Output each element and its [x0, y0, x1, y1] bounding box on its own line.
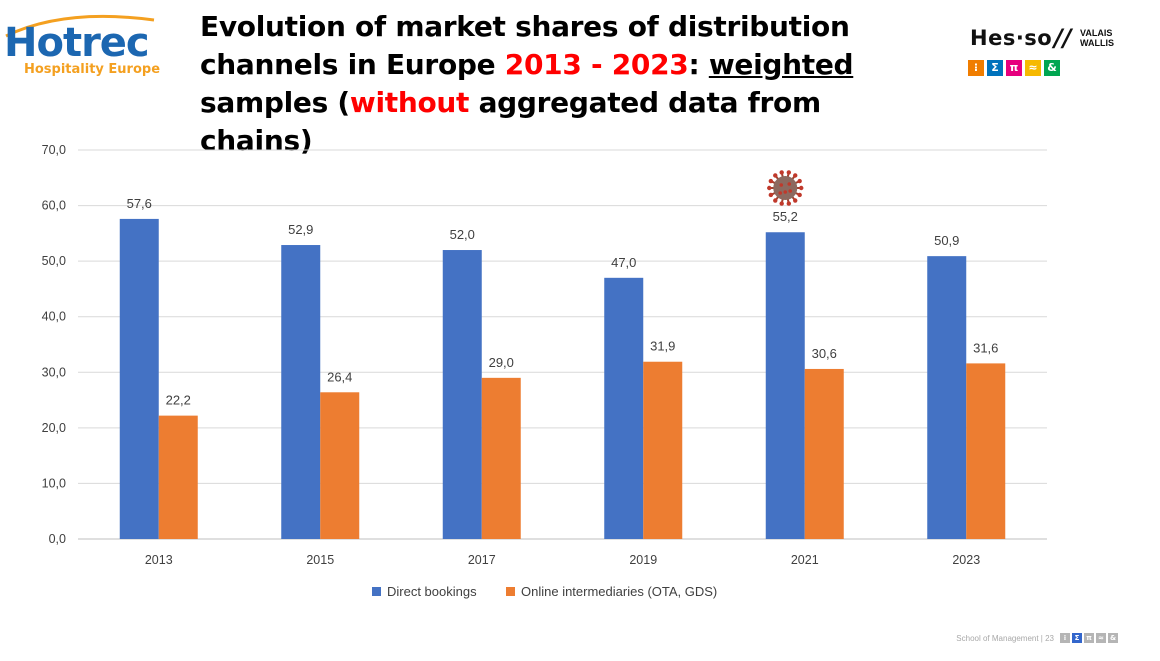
title-without: without	[349, 86, 470, 119]
footer-square-4: &	[1108, 633, 1118, 643]
title-weighted: weighted	[708, 48, 854, 81]
title-part-1: Evolution of market shares of distributi…	[200, 10, 850, 43]
data-label: 31,6	[973, 340, 998, 355]
bar-direct-bookings	[281, 245, 321, 539]
hotrec-tagline: Hospitality Europe	[24, 62, 161, 77]
title-years: 2013 - 2023	[504, 48, 689, 81]
data-label: 52,0	[450, 227, 475, 242]
bar-online-intermediaries	[804, 368, 844, 539]
data-label: 29,0	[489, 355, 514, 370]
title-part-8: aggregated data from chains)	[200, 86, 821, 157]
legend-label: Direct bookings	[387, 584, 477, 599]
legend-swatch	[506, 587, 515, 596]
bar-online-intermediaries	[320, 392, 360, 539]
data-label: 55,2	[773, 209, 798, 224]
hesso-square-3: ≈	[1025, 60, 1041, 76]
x-tick-label: 2017	[468, 553, 496, 567]
x-tick-label: 2023	[952, 553, 980, 567]
y-tick-label: 20,0	[42, 421, 66, 435]
data-label: 47,0	[611, 255, 636, 270]
hotrec-wordmark: Hotrec	[4, 20, 150, 66]
y-tick-label: 10,0	[42, 476, 66, 490]
title-part-6: samples (	[200, 86, 350, 119]
data-label: 30,6	[812, 346, 837, 361]
y-tick-label: 50,0	[42, 254, 66, 268]
bar-direct-bookings	[765, 232, 805, 539]
hotrec-swoosh-icon	[5, 14, 155, 38]
title-part-2: channels in Europe	[200, 48, 505, 81]
hesso-square-0: ⁝	[968, 60, 984, 76]
hesso-region-valais: VALAIS	[1080, 28, 1113, 38]
y-tick-label: 40,0	[42, 310, 66, 324]
footer-square-2: π	[1084, 633, 1094, 643]
bar-online-intermediaries	[966, 363, 1006, 539]
bar-direct-bookings	[927, 256, 967, 539]
hesso-slash-icon: //	[1054, 24, 1072, 52]
data-label: 31,9	[650, 339, 675, 354]
hesso-square-1: Σ	[987, 60, 1003, 76]
footer-square-0: ⁝	[1060, 633, 1070, 643]
data-label: 26,4	[327, 369, 352, 384]
hotrec-logo: Hotrec Hospitality Europe	[4, 6, 164, 86]
hesso-region-wallis: WALLIS	[1080, 38, 1114, 48]
hesso-wordmark: Hes·so	[970, 26, 1053, 50]
y-tick-label: 70,0	[42, 143, 66, 157]
x-tick-label: 2013	[145, 553, 173, 567]
bar-online-intermediaries	[643, 361, 683, 539]
bar-online-intermediaries	[481, 377, 521, 539]
legend-label: Online intermediaries (OTA, GDS)	[521, 584, 717, 599]
x-tick-label: 2021	[791, 553, 819, 567]
y-tick-label: 0,0	[49, 532, 66, 546]
data-label: 22,2	[166, 393, 191, 408]
bar-online-intermediaries	[158, 415, 198, 539]
data-label: 57,6	[127, 196, 152, 211]
y-tick-label: 30,0	[42, 365, 66, 379]
y-tick-label: 60,0	[42, 199, 66, 213]
bar-direct-bookings	[604, 277, 644, 539]
hesso-square-4: &	[1044, 60, 1060, 76]
hesso-square-2: π	[1006, 60, 1022, 76]
hesso-region: VALAIS WALLIS	[1080, 28, 1114, 48]
page-title: Evolution of market shares of distributi…	[200, 8, 940, 160]
data-label: 50,9	[934, 233, 959, 248]
footer-square-3: ≈	[1096, 633, 1106, 643]
footer-square-1: Σ	[1072, 633, 1082, 643]
footer-text: School of Management | 23	[956, 633, 1054, 643]
bar-direct-bookings	[119, 218, 159, 539]
data-label: 52,9	[288, 222, 313, 237]
x-tick-label: 2015	[306, 553, 334, 567]
legend-swatch	[372, 587, 381, 596]
x-tick-label: 2019	[629, 553, 657, 567]
title-part-4: :	[688, 48, 709, 81]
bar-direct-bookings	[442, 250, 482, 539]
coronavirus-icon	[767, 170, 804, 206]
